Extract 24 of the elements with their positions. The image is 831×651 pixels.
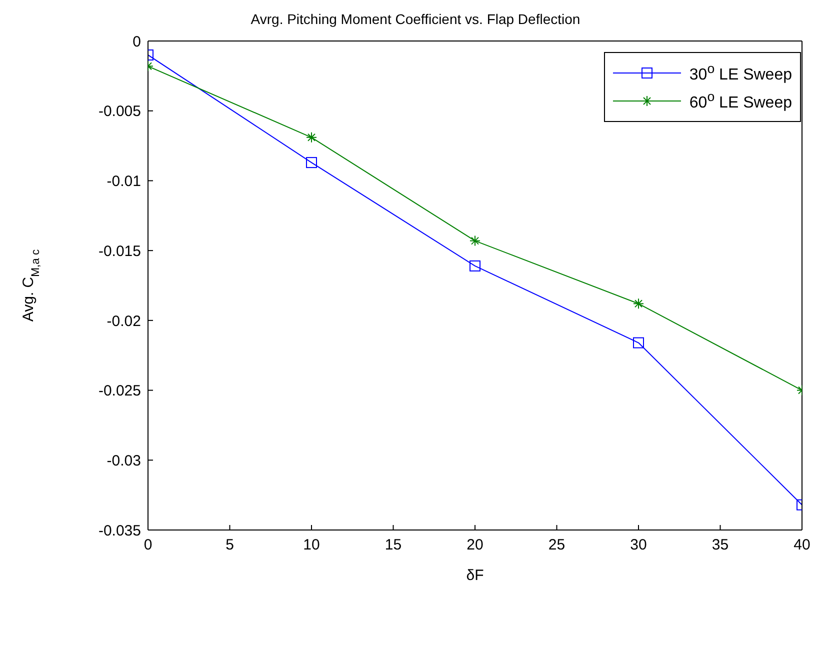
legend-label: 60$^{o}$ LE Sweep [689, 89, 792, 113]
point [306, 157, 317, 168]
x-tick-label: 5 [226, 536, 234, 554]
x-tick-label: 10 [303, 536, 320, 554]
x-tick-label: 20 [466, 536, 484, 554]
x-tick-label: 25 [548, 536, 566, 554]
y-tick-label: -0.015 [98, 242, 141, 260]
y-tick-label: -0.005 [98, 103, 141, 120]
y-tick-label: -0.02 [106, 312, 141, 330]
x-tick-label: 0 [144, 536, 152, 554]
y-tick-label: -0.03 [106, 452, 141, 470]
y-tick-label: -0.035 [98, 522, 141, 540]
y-tick-label: -0.025 [98, 382, 141, 400]
x-axis-title: δF [466, 567, 484, 584]
y-tick-label: -0.01 [106, 173, 141, 190]
x-tick-label: 15 [384, 536, 402, 554]
legend-label: 30$^{o}$ LE Sweep [689, 61, 792, 85]
x-tick-label: 30 [630, 536, 647, 554]
x-tick-label: 35 [712, 536, 729, 554]
point [470, 260, 480, 272]
x-tick-label: 40 [794, 536, 810, 554]
chart-title: Avrg. Pitching Moment Coefficient vs. Flap Deflection [250, 10, 582, 29]
y-tick-label: 0 [132, 33, 141, 50]
point [633, 337, 644, 348]
